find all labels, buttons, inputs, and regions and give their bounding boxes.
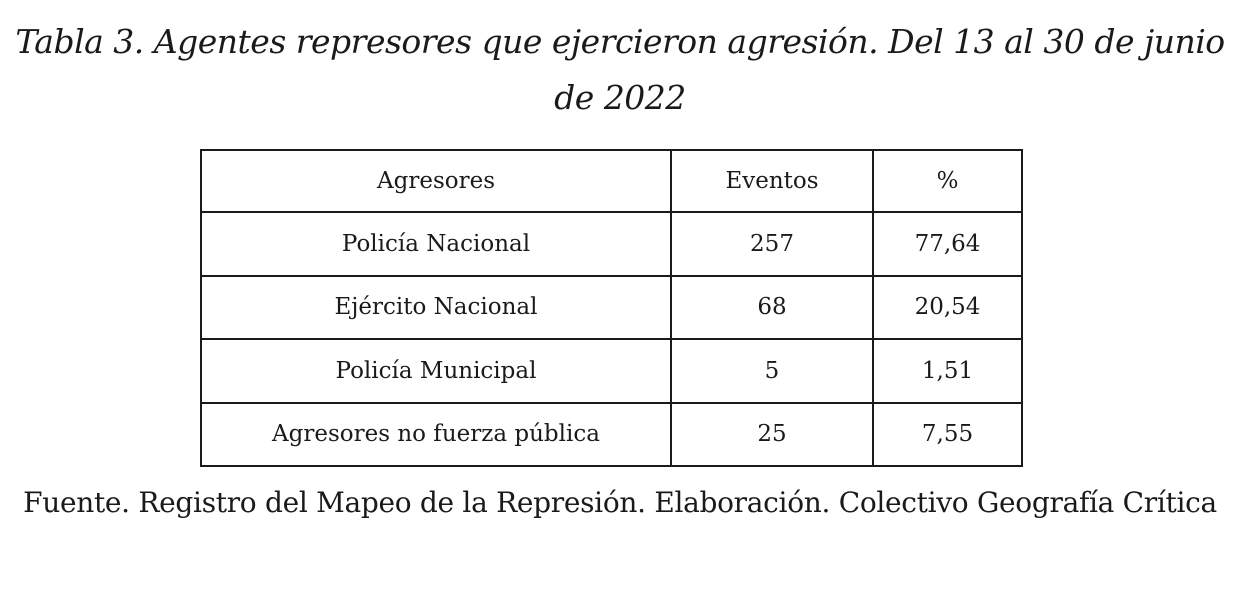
table-row: Policía Nacional 257 77,64: [200, 211, 1023, 277]
cell-agresor: Policía Municipal: [200, 338, 672, 404]
source-note: Fuente. Registro del Mapeo de la Represi…: [23, 486, 1217, 519]
cell-agresor: Policía Nacional: [200, 211, 672, 277]
cell-eventos: 68: [670, 274, 874, 340]
cell-eventos: 5: [670, 338, 874, 404]
table-row: Ejército Nacional 68 20,54: [200, 274, 1023, 340]
cell-percent: 1,51: [872, 338, 1023, 404]
cell-percent: 7,55: [872, 401, 1023, 467]
header-eventos: Eventos: [670, 149, 874, 213]
header-percent: %: [872, 149, 1023, 213]
table-caption: Tabla 3. Agentes represores que ejercier…: [15, 22, 1225, 117]
cell-agresor: Agresores no fuerza pública: [200, 401, 672, 467]
header-agresores: Agresores: [200, 149, 672, 213]
cell-percent: 77,64: [872, 211, 1023, 277]
table-header-row: Agresores Eventos %: [200, 149, 1023, 213]
cell-eventos: 257: [670, 211, 874, 277]
cell-percent: 20,54: [872, 274, 1023, 340]
cell-eventos: 25: [670, 401, 874, 467]
table-row: Policía Municipal 5 1,51: [200, 338, 1023, 404]
aggressors-table: Agresores Eventos % Policía Nacional 257…: [200, 149, 1023, 467]
cell-agresor: Ejército Nacional: [200, 274, 672, 340]
table-row: Agresores no fuerza pública 25 7,55: [200, 401, 1023, 467]
